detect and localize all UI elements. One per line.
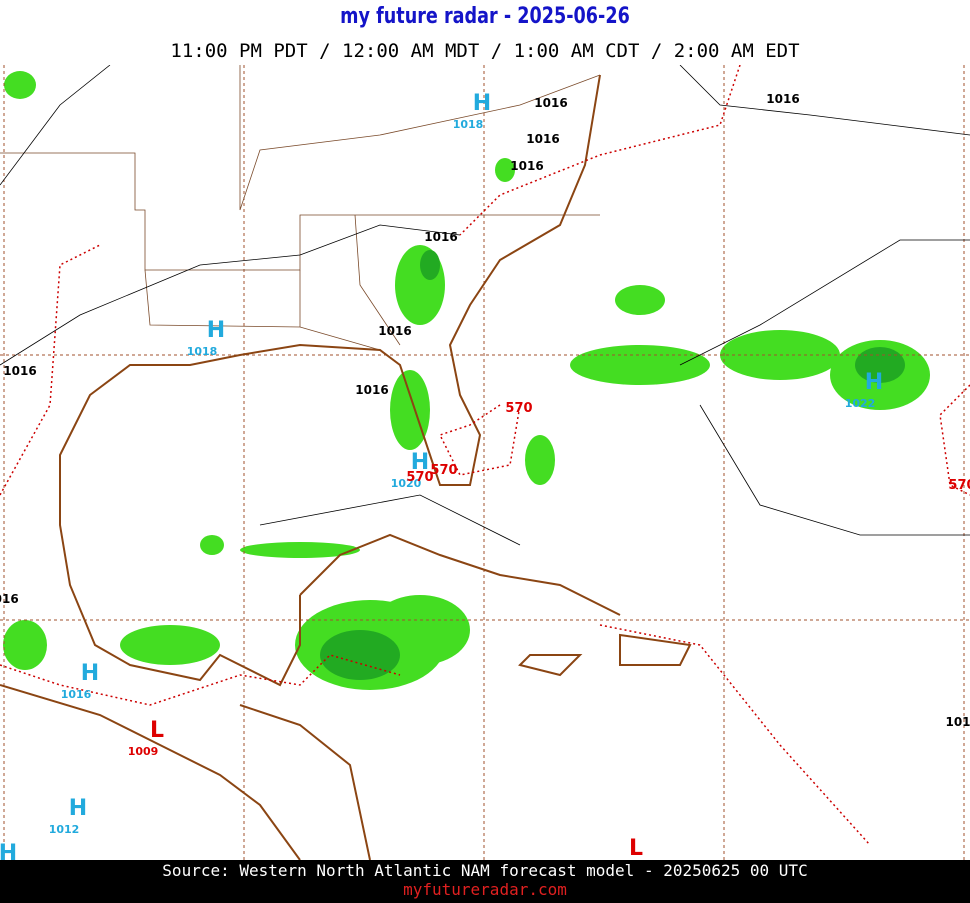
isobar-label: 1016 bbox=[3, 364, 36, 378]
pressure-symbol: H bbox=[0, 841, 17, 860]
isobar-label: 1016 bbox=[766, 92, 799, 106]
map-labels: H 1018 H 1018 H 1016 L 1009 H 1012 H 1022 H 1020 L H 101… bbox=[0, 91, 970, 860]
pressure-value: 1012 bbox=[49, 823, 80, 836]
weather-map: H 1018 H 1018 H 1016 L 1009 H 1012 H 1022 H 1020 L H 101… bbox=[0, 65, 970, 860]
pressure-symbol: H bbox=[81, 661, 99, 686]
isobar-label: 1016 bbox=[510, 159, 543, 173]
isobar-label: 101 bbox=[945, 715, 970, 729]
time-line: 11:00 PM PDT / 12:00 AM MDT / 1:00 AM CD… bbox=[170, 40, 800, 62]
footer: Source: Western North Atlantic NAM forec… bbox=[0, 860, 970, 903]
thickness-label: 570 bbox=[505, 401, 532, 416]
grid bbox=[0, 65, 970, 860]
site-url[interactable]: myfutureradar.com bbox=[403, 880, 567, 899]
isobar-label: 1016 bbox=[0, 592, 19, 606]
thickness-label: 570 bbox=[430, 463, 457, 478]
title: my future radar - 2025-06-26 bbox=[340, 4, 630, 29]
coastlines bbox=[0, 74, 692, 860]
pressure-symbol: H bbox=[865, 370, 883, 395]
isobar-label: 1016 bbox=[534, 96, 567, 110]
pressure-symbol: H bbox=[207, 318, 225, 343]
pressure-symbol: L bbox=[150, 718, 164, 743]
pressure-symbol: H bbox=[473, 91, 491, 116]
pressure-value: 1018 bbox=[187, 345, 218, 358]
isobar-label: 1016 bbox=[378, 324, 411, 338]
isobar-label: 1016 bbox=[355, 383, 388, 397]
isobar-label: 1016 bbox=[424, 230, 457, 244]
pressure-symbol: H bbox=[69, 796, 87, 821]
thickness-label: 570 bbox=[948, 478, 970, 493]
pressure-value: 1022 bbox=[845, 397, 876, 410]
pressure-value: 1016 bbox=[61, 688, 92, 701]
pressure-value: 1020 bbox=[391, 477, 422, 490]
thickness-label: 570 bbox=[406, 470, 433, 485]
pressure-value: 1018 bbox=[453, 118, 484, 131]
isobar-label: 1016 bbox=[526, 132, 559, 146]
isobars bbox=[0, 65, 970, 546]
borders bbox=[0, 65, 601, 351]
pressure-symbol: H bbox=[411, 450, 429, 475]
pressure-symbol: L bbox=[629, 836, 643, 860]
source: Source: Western North Atlantic NAM forec… bbox=[162, 861, 808, 880]
radar-heavy bbox=[320, 250, 905, 680]
pressure-value: 1009 bbox=[128, 745, 159, 758]
header: my future radar - 2025-06-26 11:00 PM PD… bbox=[0, 0, 970, 65]
thickness-lines bbox=[0, 65, 970, 846]
